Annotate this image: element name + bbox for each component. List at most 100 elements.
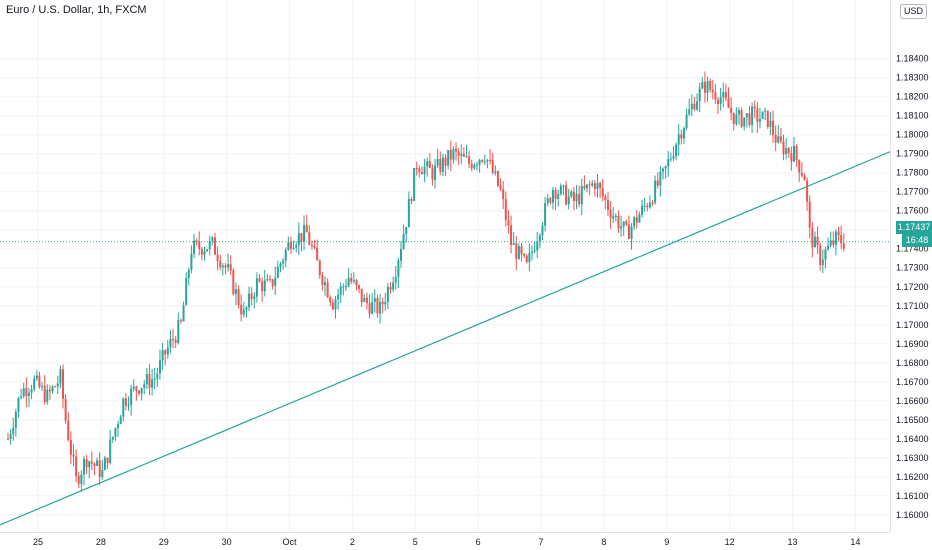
candle-body <box>491 159 494 173</box>
candle-body <box>441 157 444 172</box>
candle-body <box>232 270 235 294</box>
last-price-badge: 1.17437 <box>896 221 932 234</box>
candle-body <box>572 191 575 202</box>
candle-body <box>20 396 23 398</box>
candle-body <box>389 286 392 290</box>
candle-body <box>819 245 822 266</box>
candle-body <box>837 231 840 236</box>
candle-body <box>460 153 463 156</box>
candle-body <box>109 439 112 463</box>
candle-body <box>355 280 358 286</box>
time-tick-label: 6 <box>476 537 481 547</box>
candle-body <box>127 405 130 407</box>
candle-body <box>630 226 633 239</box>
trendline-path[interactable] <box>0 147 900 528</box>
candle-body <box>274 277 277 286</box>
candle-body <box>75 456 78 476</box>
candle-body <box>769 120 772 128</box>
candle-body <box>439 159 442 172</box>
candle-body <box>617 216 620 229</box>
candle-body <box>368 303 371 314</box>
candle-body <box>525 255 528 263</box>
candle-body <box>185 278 188 306</box>
candle-body <box>276 266 279 278</box>
candle-body <box>213 237 216 255</box>
candle-body <box>436 159 439 166</box>
candle-body <box>342 286 345 288</box>
candle-body <box>266 279 269 281</box>
candle-body <box>316 247 319 261</box>
candle-body <box>263 280 266 292</box>
candle-body <box>593 183 596 190</box>
candle-body <box>654 180 657 203</box>
candle-body <box>735 114 738 124</box>
price-tick-label: 1.17600 <box>896 206 929 216</box>
candle-body <box>494 171 497 173</box>
symbol-title[interactable]: Euro / U.S. Dollar, 1h, FXCM <box>6 4 147 16</box>
currency-badge[interactable]: USD <box>900 4 928 19</box>
time-tick-label: 7 <box>539 537 544 547</box>
trendline[interactable] <box>0 147 900 528</box>
price-tick-label: 1.18000 <box>896 130 929 140</box>
candle-body <box>269 279 271 281</box>
candle-body <box>143 384 146 389</box>
price-tick-label: 1.18300 <box>896 73 929 83</box>
candle-body <box>352 280 355 282</box>
price-tick-label: 1.16100 <box>896 491 929 501</box>
candle-body <box>428 161 431 168</box>
candle-body <box>43 385 46 402</box>
candle-body <box>551 189 554 203</box>
candle-body <box>591 183 594 186</box>
candle-body <box>531 251 533 253</box>
candle-body <box>614 216 617 218</box>
candle-body <box>358 285 361 289</box>
candle-body <box>72 454 75 457</box>
candle-body <box>557 193 560 200</box>
candle-body <box>800 172 803 176</box>
candle-body <box>638 214 641 223</box>
candle-body <box>282 260 285 264</box>
candle-body <box>434 165 437 180</box>
candle-body <box>706 81 709 93</box>
candle-body <box>46 389 49 402</box>
candle-body <box>158 360 161 374</box>
candle-body <box>413 168 416 201</box>
candle-body <box>426 161 429 167</box>
time-axis[interactable]: 25 28 29 30 Oct 2 5 6 7 8 9 12 13 14 <box>0 532 890 548</box>
candle-body <box>662 168 664 172</box>
candle-body <box>253 296 256 299</box>
candle-body <box>305 225 308 233</box>
candle-body <box>182 305 185 322</box>
candle-body <box>596 183 599 190</box>
candle-body <box>245 307 248 310</box>
price-tick-label: 1.17200 <box>896 282 929 292</box>
candle-body <box>680 134 683 139</box>
candle-body <box>808 201 811 228</box>
candle-body <box>787 148 790 154</box>
candle-body <box>206 249 209 252</box>
price-axis[interactable]: 1.18400 1.18300 1.18200 1.18100 1.18000 1.179… <box>890 0 932 550</box>
candle-body <box>709 81 712 90</box>
candle-body <box>806 180 809 202</box>
candle-body <box>672 156 675 159</box>
candle-body <box>261 281 264 292</box>
candle-body <box>517 246 520 259</box>
candle-body <box>114 428 117 437</box>
candle-body <box>782 141 785 155</box>
candle-body <box>536 241 539 251</box>
candle-body <box>688 109 691 115</box>
candle-body <box>821 259 824 266</box>
candle-body <box>748 113 751 125</box>
candle-body <box>816 236 819 246</box>
candle-body <box>496 171 499 186</box>
candle-body <box>538 235 541 242</box>
candle-body <box>303 225 306 242</box>
candle-body <box>696 101 699 110</box>
candle-body <box>625 221 628 225</box>
candle-body <box>77 475 80 484</box>
candle-body <box>250 293 253 299</box>
candle-body <box>779 136 782 142</box>
candle-body <box>407 198 410 228</box>
candle-body <box>565 185 568 205</box>
